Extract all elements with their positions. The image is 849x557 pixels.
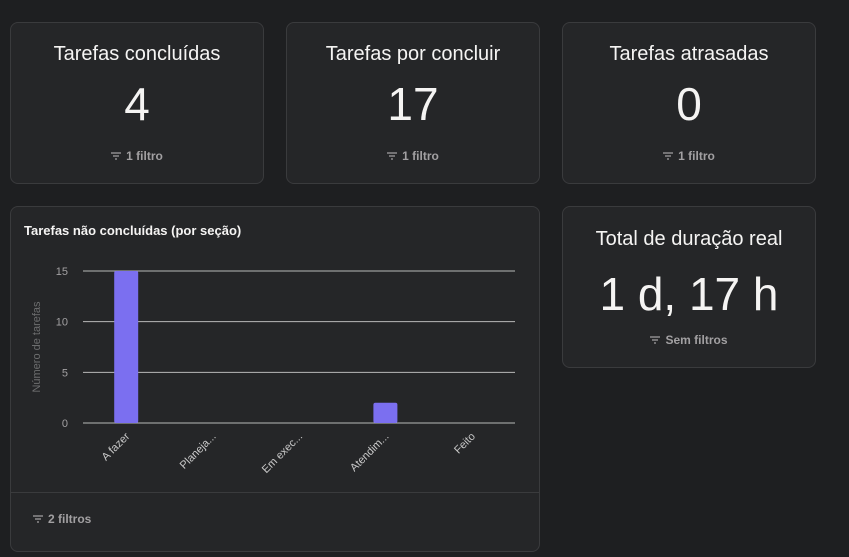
- stat-card-completed[interactable]: Tarefas concluídas 4 1 filtro: [10, 22, 264, 184]
- stat-card-overdue[interactable]: Tarefas atrasadas 0 1 filtro: [562, 22, 816, 184]
- x-tick-label: Planeja...: [178, 431, 219, 472]
- y-tick-label: 15: [56, 266, 68, 278]
- stat-title: Tarefas atrasadas: [609, 43, 769, 65]
- filter-indicator[interactable]: 2 filtros: [33, 512, 91, 526]
- filter-indicator[interactable]: 1 filtro: [11, 149, 263, 163]
- filter-indicator[interactable]: Sem filtros: [563, 333, 815, 347]
- stat-title: Total de duração real: [595, 228, 783, 250]
- chart-card[interactable]: Tarefas não concluídas (por seção) 0 5 10 1…: [10, 206, 540, 552]
- bar-0: [114, 271, 139, 423]
- stat-value: 0: [676, 78, 702, 130]
- stat-card-duration[interactable]: Total de duração real 1 d, 17 h Sem filt…: [562, 206, 816, 368]
- chart-footer: 2 filtros: [11, 492, 539, 551]
- filter-icon: [663, 152, 674, 160]
- stat-value: 4: [124, 78, 150, 130]
- filter-label: 2 filtros: [48, 512, 92, 526]
- bar-chart: 0 5 10 15 Número de tarefas A fazer Planeja...…: [31, 266, 515, 476]
- stat-title: Tarefas por concluir: [325, 43, 501, 65]
- stat-title: Tarefas concluídas: [53, 43, 221, 65]
- x-tick-label: Em exec...: [260, 431, 305, 476]
- y-tick-label: 5: [62, 367, 68, 379]
- y-tick-label: 10: [56, 317, 68, 329]
- filter-label: Sem filtros: [665, 333, 728, 347]
- filter-icon: [387, 152, 398, 160]
- y-tick-label: 0: [62, 418, 68, 430]
- filter-label: 1 filtro: [402, 149, 439, 163]
- y-axis-label: Número de tarefas: [31, 301, 43, 393]
- filter-indicator[interactable]: 1 filtro: [563, 149, 815, 163]
- chart-title: Tarefas não concluídas (por seção): [24, 223, 242, 238]
- stat-card-pending[interactable]: Tarefas por concluir 17 1 filtro: [286, 22, 540, 184]
- filter-label: 1 filtro: [678, 149, 715, 163]
- stat-value: 1 d, 17 h: [599, 268, 779, 320]
- filter-label: 1 filtro: [126, 149, 163, 163]
- filter-icon: [33, 515, 43, 523]
- bar-3: [373, 402, 398, 423]
- filter-indicator[interactable]: 1 filtro: [287, 149, 539, 163]
- stat-value: 17: [387, 78, 439, 130]
- x-tick-label: Atendim...: [348, 431, 392, 475]
- filter-icon: [111, 152, 122, 160]
- x-tick-label: A fazer: [100, 430, 133, 463]
- x-tick-label: Feito: [452, 431, 478, 457]
- filter-icon: [650, 336, 661, 344]
